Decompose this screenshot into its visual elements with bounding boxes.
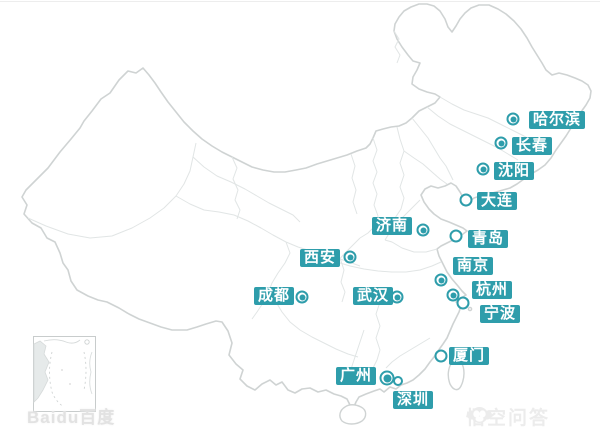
city-label-dalian: 大连 (477, 192, 518, 210)
city-marker-nanjing (434, 273, 448, 287)
city-marker-qingdao (449, 229, 463, 243)
country-outline (21, 3, 592, 410)
city-label-shenzhen: 深圳 (393, 391, 434, 409)
province-borders (27, 30, 535, 377)
city-label-hangzhou: 杭州 (472, 281, 513, 299)
city-marker-xian (343, 250, 357, 264)
city-marker-jinan (416, 223, 430, 237)
city-label-guangzhou: 广州 (336, 367, 377, 385)
city-label-nanjing: 南京 (453, 257, 494, 275)
city-label-xian: 西安 (300, 249, 341, 267)
city-marker-shenyang (476, 162, 490, 176)
baidu-watermark: Baidu百度 (27, 408, 116, 427)
city-marker-changchun (494, 136, 508, 150)
monkey-icon (467, 407, 492, 423)
city-marker-guangzhou (379, 370, 395, 386)
city-marker-chengdu (295, 290, 309, 304)
city-label-chengdu: 成都 (254, 287, 295, 305)
wukong-watermark: 悟空问答 (466, 403, 550, 430)
city-label-changchun: 长春 (512, 137, 553, 155)
city-marker-xiamen (434, 349, 448, 363)
city-label-xiamen: 厦门 (449, 347, 490, 365)
city-label-ningbo: 宁波 (480, 305, 521, 323)
hainan-island (339, 404, 367, 425)
city-label-wuhan: 武汉 (353, 287, 394, 305)
city-label-shenyang: 沈阳 (494, 162, 535, 180)
city-marker-harbin (506, 112, 520, 126)
city-marker-dalian (459, 193, 473, 207)
city-marker-shenzhen (393, 376, 403, 386)
city-label-jinan: 济南 (372, 217, 413, 235)
south-china-sea-inset (33, 336, 96, 412)
city-marker-hangzhou (446, 288, 460, 302)
coastal-islet (467, 306, 473, 312)
city-label-qingdao: 青岛 (468, 230, 509, 248)
islands (339, 306, 473, 425)
city-marker-ningbo (456, 296, 470, 310)
city-label-harbin: 哈尔滨 (529, 111, 586, 129)
